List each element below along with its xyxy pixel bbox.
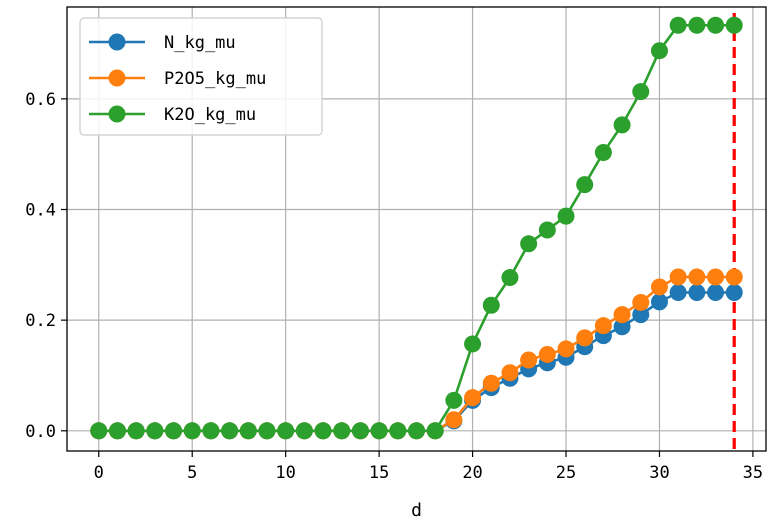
data-point xyxy=(632,83,650,101)
data-point xyxy=(202,422,220,440)
data-point xyxy=(725,283,743,301)
y-tick-label: 0.0 xyxy=(25,422,56,442)
data-point xyxy=(165,422,183,440)
data-point xyxy=(538,221,556,239)
data-point xyxy=(707,283,725,301)
data-point xyxy=(426,422,444,440)
data-point xyxy=(258,422,276,440)
data-point xyxy=(725,268,743,286)
data-point xyxy=(538,345,556,363)
data-point xyxy=(557,340,575,358)
data-point xyxy=(632,293,650,311)
series-P2O5_kg_mu xyxy=(90,268,743,440)
data-point xyxy=(482,296,500,314)
data-point xyxy=(613,306,631,324)
legend-marker xyxy=(108,105,126,123)
x-tick-label: 35 xyxy=(743,463,763,483)
data-point xyxy=(464,389,482,407)
data-point xyxy=(688,16,706,34)
data-point xyxy=(221,422,239,440)
legend-label: K2O_kg_mu xyxy=(164,105,256,125)
y-tick-label: 0.4 xyxy=(25,200,56,220)
data-point xyxy=(613,116,631,134)
data-point xyxy=(650,278,668,296)
data-point xyxy=(594,317,612,335)
data-point xyxy=(445,391,463,409)
y-tick-label: 0.6 xyxy=(25,90,56,110)
data-point xyxy=(576,176,594,194)
data-point xyxy=(632,306,650,324)
x-tick-label: 0 xyxy=(94,463,104,483)
series-K2O_kg_mu xyxy=(90,16,743,440)
data-point xyxy=(594,144,612,162)
plot-frame xyxy=(66,6,767,452)
data-point xyxy=(576,329,594,347)
data-point xyxy=(333,422,351,440)
series-group xyxy=(90,16,743,440)
legend-marker xyxy=(108,69,126,87)
data-point xyxy=(370,422,388,440)
data-point xyxy=(520,235,538,253)
data-point xyxy=(146,422,164,440)
data-point xyxy=(464,335,482,353)
data-point xyxy=(557,207,575,225)
data-point xyxy=(389,422,407,440)
legend-label: P2O5_kg_mu xyxy=(164,69,266,89)
data-point xyxy=(408,422,425,440)
legend: N_kg_mu P2O5_kg_mu K2O_kg_mu xyxy=(79,17,323,136)
legend-marker xyxy=(108,33,126,51)
data-point xyxy=(239,422,257,440)
data-point xyxy=(127,422,145,440)
data-point xyxy=(183,422,201,440)
data-point xyxy=(501,364,519,382)
data-point xyxy=(707,268,725,286)
data-point xyxy=(90,422,108,440)
x-tick-label: 15 xyxy=(369,463,389,483)
data-point xyxy=(277,422,295,440)
data-point xyxy=(520,351,538,369)
data-point xyxy=(669,268,687,286)
data-point xyxy=(613,318,631,336)
x-axis-label: d xyxy=(411,500,422,521)
data-point xyxy=(725,16,743,34)
x-tick-label: 25 xyxy=(556,463,576,483)
data-point xyxy=(482,374,500,392)
x-tick-label: 30 xyxy=(649,463,669,483)
x-tick-label: 20 xyxy=(462,463,482,483)
data-point xyxy=(295,422,313,440)
data-point xyxy=(688,268,706,286)
data-point xyxy=(688,283,706,301)
data-point xyxy=(669,283,687,301)
data-point xyxy=(445,411,463,429)
data-point xyxy=(669,16,687,34)
data-point xyxy=(707,16,725,34)
x-tick-label: 10 xyxy=(275,463,295,483)
legend-label: N_kg_mu xyxy=(164,33,236,53)
x-tick-label: 5 xyxy=(187,463,197,483)
data-point xyxy=(650,293,668,311)
axis-ticks: 0 5 10 15 20 25 30 35 0.0 0.2 0.4 0.6 xyxy=(25,90,763,483)
data-point xyxy=(501,269,519,287)
data-point xyxy=(351,422,369,440)
y-tick-label: 0.2 xyxy=(25,311,56,331)
legend-box xyxy=(79,17,323,136)
data-point xyxy=(650,42,668,60)
data-point xyxy=(108,422,126,440)
data-point xyxy=(314,422,332,440)
